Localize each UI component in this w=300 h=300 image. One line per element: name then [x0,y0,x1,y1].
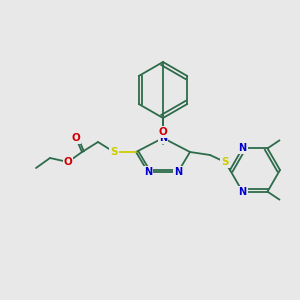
Text: N: N [174,167,182,177]
Text: N: N [159,133,167,143]
Text: N: N [144,167,152,177]
Text: O: O [159,127,167,137]
Text: O: O [72,133,80,143]
Text: N: N [238,187,247,197]
Text: O: O [64,157,72,167]
Text: S: S [110,147,118,157]
Text: N: N [238,143,247,153]
Text: S: S [221,157,229,167]
